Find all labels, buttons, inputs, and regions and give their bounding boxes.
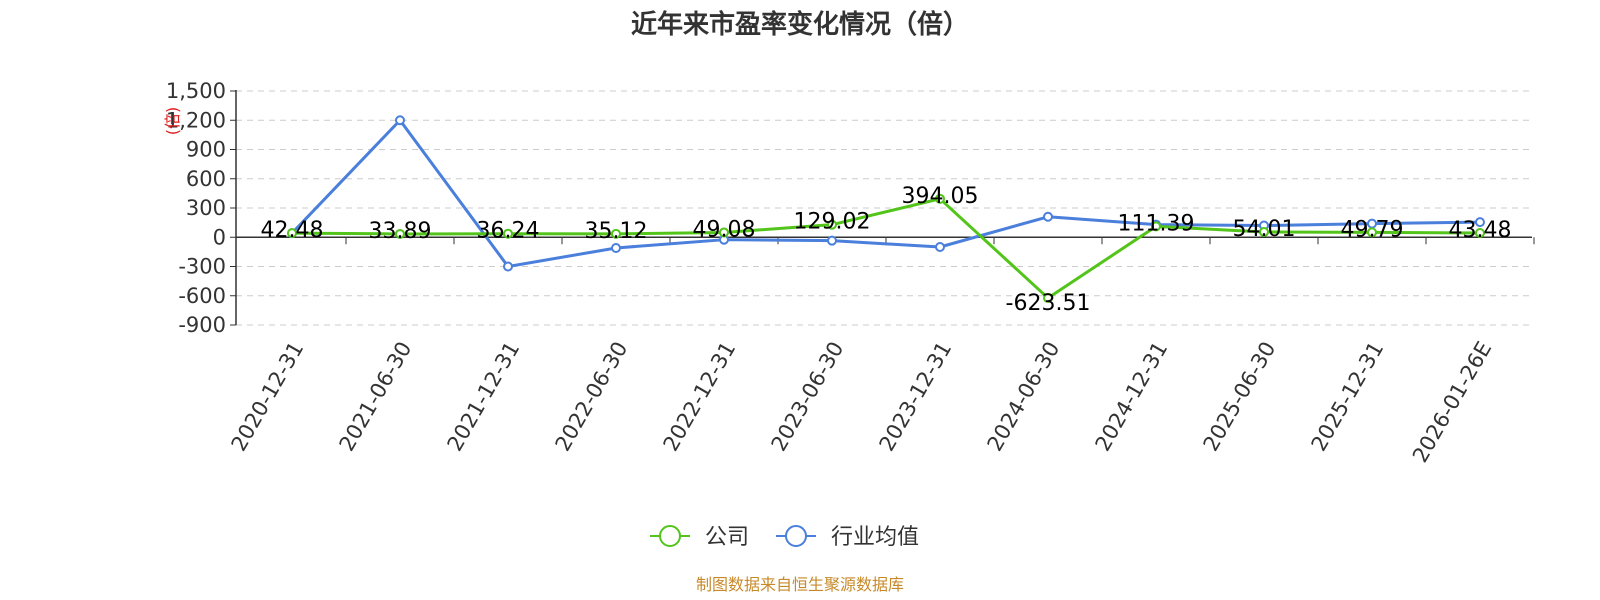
legend-item-company[interactable]: 公司 xyxy=(650,525,749,550)
company-data-label: 36.24 xyxy=(477,219,540,244)
x-tick-label: 2023-06-30 xyxy=(767,338,849,456)
x-tick-label: 2022-12-31 xyxy=(659,338,741,456)
company-data-label: 35.12 xyxy=(585,219,648,244)
company-data-label: 394.05 xyxy=(902,184,979,209)
company-data-point[interactable] xyxy=(503,228,513,239)
data-source-note: 制图数据来自恒生聚源数据库 xyxy=(696,575,904,594)
legend-company-marker xyxy=(659,525,681,547)
industry-data-point[interactable] xyxy=(1043,211,1053,222)
company-data-point[interactable] xyxy=(1367,227,1377,238)
company-data-point[interactable] xyxy=(719,227,729,238)
x-tick-label: 2021-12-31 xyxy=(443,338,525,456)
company-data-point[interactable] xyxy=(1043,293,1053,304)
legend-company-label: 公司 xyxy=(705,525,749,550)
company-data-label: 43.48 xyxy=(1449,218,1512,243)
axes xyxy=(230,90,1535,326)
company-data-label: 129.02 xyxy=(794,210,871,235)
legend: 公司 行业均值 xyxy=(650,525,919,550)
y-tick-label: -600 xyxy=(178,284,226,308)
x-tick-label: 2024-12-31 xyxy=(1091,338,1173,456)
company-data-point[interactable] xyxy=(611,228,621,239)
y-axis-label: (倍) xyxy=(163,107,182,136)
industry-series-line xyxy=(290,118,1481,268)
company-data-label: -623.51 xyxy=(1006,291,1091,316)
company-series-line xyxy=(291,197,1481,300)
grid-lines xyxy=(236,90,1532,326)
industry-data-point[interactable] xyxy=(503,261,513,272)
industry-data-point[interactable] xyxy=(611,242,621,253)
industry-data-point[interactable] xyxy=(827,235,837,246)
y-tick-label: 900 xyxy=(186,138,226,162)
company-data-point[interactable] xyxy=(827,219,837,230)
legend-item-industry[interactable]: 行业均值 xyxy=(776,525,919,550)
y-tick-label: 300 xyxy=(186,196,226,220)
x-tick-label: 2021-06-30 xyxy=(335,338,417,456)
legend-industry-marker xyxy=(785,525,807,547)
series-lines xyxy=(287,115,1485,304)
y-tick-labels: 1,500 1,200 900 600 300 0 -300 -600 -900 xyxy=(166,79,226,337)
x-tick-label: 2025-12-31 xyxy=(1307,338,1389,456)
y-tick-label: 600 xyxy=(186,167,226,191)
industry-data-point[interactable] xyxy=(935,242,945,252)
y-tick-label: 1,500 xyxy=(166,79,226,103)
chart-title: 近年来市盈率变化情况（倍） xyxy=(631,9,969,40)
x-tick-label: 2024-06-30 xyxy=(983,338,1065,456)
company-data-point[interactable] xyxy=(1475,228,1485,239)
company-data-label: 42.48 xyxy=(261,218,324,243)
legend-industry-label: 行业均值 xyxy=(831,525,919,550)
x-tick-label: 2020-12-31 xyxy=(227,338,309,456)
x-tick-labels: 2020-12-31 2021-06-30 2021-12-31 2022-06-30… xyxy=(227,338,1497,467)
company-data-point[interactable] xyxy=(395,228,405,239)
y-tick-label: -300 xyxy=(178,255,226,279)
y-tick-label: 1,200 xyxy=(166,108,226,132)
company-data-point[interactable] xyxy=(1259,226,1269,237)
company-data-label: 49.79 xyxy=(1341,217,1404,242)
company-data-point[interactable] xyxy=(287,228,297,239)
company-data-point[interactable] xyxy=(935,193,945,204)
x-tick-label: 2025-06-30 xyxy=(1199,338,1281,456)
y-tick-label: 0 xyxy=(213,225,226,249)
company-data-label: 33.89 xyxy=(369,219,432,244)
company-data-label: 111.39 xyxy=(1118,211,1195,236)
company-data-point[interactable] xyxy=(1151,221,1161,232)
company-data-label: 54.01 xyxy=(1233,217,1296,242)
industry-data-point[interactable] xyxy=(1475,217,1485,228)
industry-data-point[interactable] xyxy=(395,115,405,126)
x-tick-label: 2022-06-30 xyxy=(551,338,633,456)
x-tick-label: 2026-01-26E xyxy=(1408,338,1496,467)
company-data-label: 49.08 xyxy=(693,217,756,242)
y-tick-label: -900 xyxy=(178,313,226,337)
x-tick-label: 2023-12-31 xyxy=(875,338,957,456)
data-labels: 42.48 33.89 36.24 35.12 49.08 129.02 394.05 -62… xyxy=(261,184,1512,316)
